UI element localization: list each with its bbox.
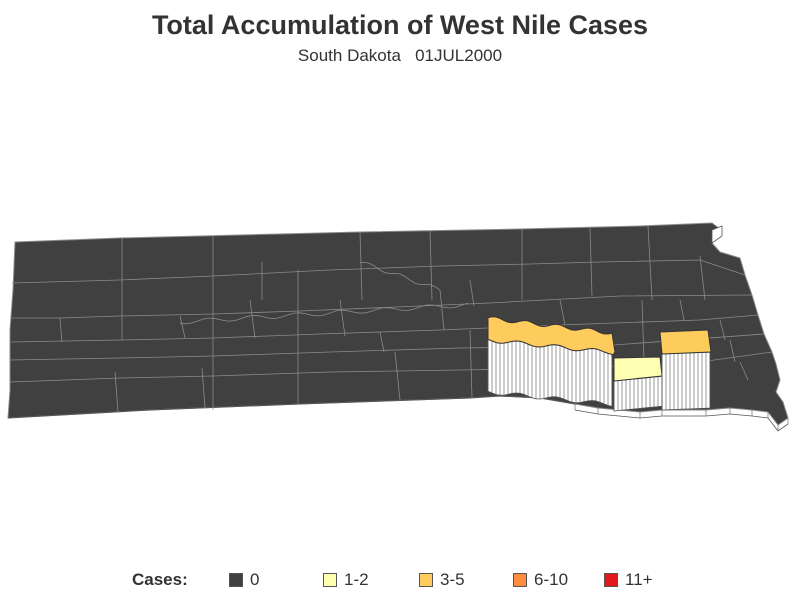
county-base-walls-notch (711, 225, 723, 244)
county-border-26 (379, 331, 385, 353)
legend-title: Cases: (132, 570, 188, 589)
legend-swatch-0 (229, 573, 243, 587)
county-border-24 (249, 299, 256, 339)
county-border-22 (59, 317, 63, 343)
legend-label-6-10: 6-10 (534, 570, 569, 589)
county-border-1 (12, 294, 753, 319)
county-border-13 (647, 225, 653, 301)
county-border-28 (559, 299, 566, 326)
county-bar-1-2 (613, 356, 663, 412)
county-border-18 (469, 329, 473, 399)
legend-label-1-2: 1-2 (344, 570, 369, 589)
legend-swatch-1-2 (323, 573, 337, 587)
county-border-32 (739, 361, 749, 381)
county-border-10 (429, 230, 433, 301)
river-line-north (359, 261, 441, 291)
county-border-25 (339, 299, 346, 337)
legend-label-3-5: 3-5 (440, 570, 465, 589)
county-border-12 (589, 227, 593, 297)
map-title: Total Accumulation of West Nile Cases (151, 10, 649, 40)
county-border-16 (201, 367, 206, 409)
county-bar-3-5-west (487, 316, 616, 407)
river-line (179, 302, 469, 325)
county-border-30 (719, 319, 726, 341)
legend-swatch-3-5 (419, 573, 433, 587)
county-border-20 (641, 299, 645, 361)
county-bar-3-5-east (659, 329, 712, 411)
county-border-31 (729, 339, 736, 363)
county-border-29 (679, 299, 685, 321)
county-bar-3-5-east-top (659, 329, 712, 355)
legend-swatch-6-10 (513, 573, 527, 587)
county-border-23 (179, 315, 186, 339)
county-border-27 (469, 279, 475, 307)
map-subtitle: South Dakota 01JUL2000 (297, 46, 503, 65)
county-base-walls (574, 225, 789, 432)
county-border-9 (359, 231, 363, 301)
county-border-14 (699, 255, 706, 301)
case-bars-layer (487, 225, 789, 432)
legend-swatch-11-plus (604, 573, 618, 587)
county-border-17 (394, 351, 401, 401)
county-bar-3-5-west-top (487, 316, 616, 358)
county-base-walls-line (574, 409, 789, 432)
legend-label-11-plus: 11+ (625, 570, 653, 589)
county-border-21 (439, 289, 445, 331)
legend-label-0: 0 (250, 570, 260, 589)
county-border-15 (114, 371, 119, 413)
county-border-0 (11, 259, 746, 284)
